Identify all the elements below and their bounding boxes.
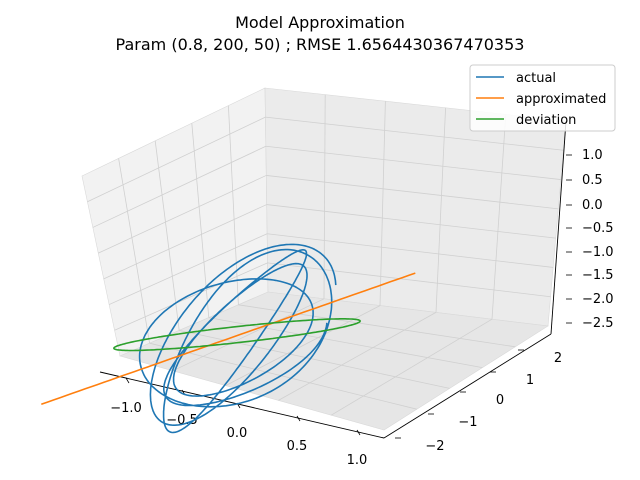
x-axis-line [99, 371, 385, 439]
series-line-approximated [41, 272, 416, 406]
legend: actual approximated deviation [469, 64, 616, 132]
chart-subtitle: Param (0.8, 200, 50) ; RMSE 1.6564430367… [116, 35, 525, 54]
grid-line [323, 94, 326, 299]
legend-label-actual: actual [516, 71, 556, 86]
grid-line [172, 298, 325, 372]
grid-line [114, 262, 268, 331]
grid-line [108, 233, 268, 305]
x-tick-mark [296, 415, 301, 422]
z-tick-label: −1.5 [582, 268, 614, 283]
grid-lines [87, 94, 564, 416]
series-line-deviation [113, 318, 361, 352]
grid-line [191, 123, 210, 318]
z-tick-label: 1.0 [582, 148, 603, 163]
y-tick-label: −2 [425, 439, 444, 454]
y-tick-label: 0 [496, 393, 504, 408]
series-line-actual [138, 243, 337, 434]
grid-line [491, 114, 507, 320]
legend-box [469, 64, 616, 132]
grid-line [278, 312, 437, 401]
z-tick-label: 0.5 [582, 173, 603, 188]
grid-line [266, 175, 559, 210]
z-tick-label: −0.5 [582, 221, 614, 236]
grid-line [208, 317, 483, 368]
x-tick-label: 0.0 [227, 426, 248, 441]
y-axis-line [383, 333, 552, 439]
z-tick-label: 0.0 [582, 198, 603, 213]
grid-line [267, 233, 554, 268]
y-tick-label: 2 [554, 351, 562, 366]
legend-label-approximated: approximated [516, 92, 606, 107]
grid-line [266, 204, 556, 239]
y-tick-label: −1 [458, 415, 477, 430]
z-tick-label: −2.5 [582, 316, 614, 331]
grid-line [435, 107, 446, 313]
grid-line [154, 140, 180, 331]
x-tick-mark [125, 377, 130, 384]
x-tick-label: −1.0 [110, 401, 142, 416]
z-tick-label: −1.0 [582, 245, 614, 260]
grid-line [265, 116, 564, 151]
grid-line [149, 342, 417, 410]
grid-line [330, 318, 493, 416]
grid-line [238, 304, 516, 348]
grid-line [92, 145, 267, 228]
grid-line [267, 262, 551, 298]
y-tick-label: 1 [526, 373, 534, 388]
grid-line [103, 204, 267, 280]
grid-line [379, 101, 386, 306]
axis-ticks: −1.0−0.50.00.51.0−2−10121.00.50.0−0.5−1.… [110, 148, 613, 468]
x-tick-label: 1.0 [347, 453, 368, 468]
grid-line [118, 158, 150, 344]
grid-line [265, 145, 561, 180]
chart-title: Model Approximation [235, 13, 405, 32]
grid-line [87, 116, 266, 203]
x-tick-mark [356, 429, 361, 436]
axes-panes [81, 87, 567, 431]
z-tick-label: −2.0 [582, 292, 614, 307]
legend-label-deviation: deviation [516, 113, 576, 128]
grid-line [98, 175, 267, 254]
x-tick-label: 0.5 [287, 439, 308, 454]
z-axis-line [550, 120, 567, 335]
